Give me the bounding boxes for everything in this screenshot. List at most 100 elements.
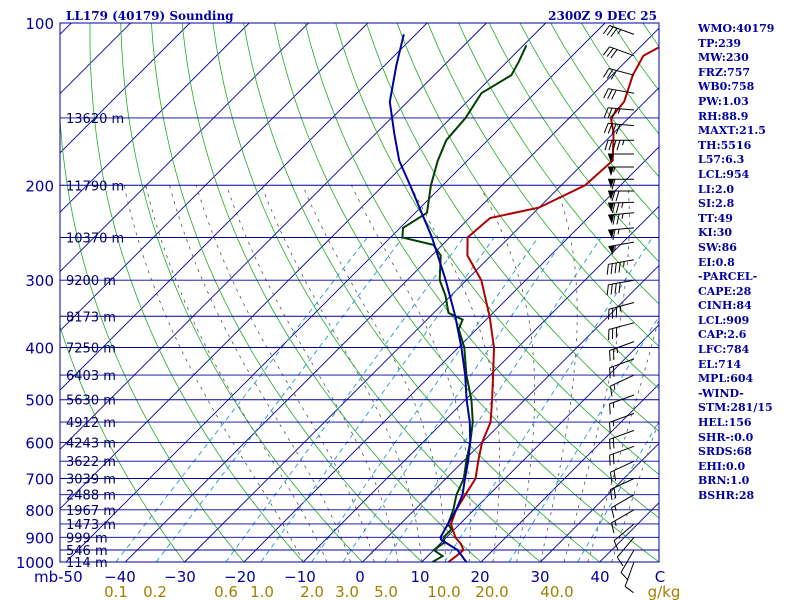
- mixing-ratio-label: 0.6: [214, 583, 238, 600]
- wind-barb: [602, 67, 635, 80]
- temperature-tick-label: −30: [164, 568, 196, 586]
- isotherm-line: [540, 442, 659, 562]
- index-item: SW:86: [698, 240, 737, 254]
- wind-barb: [606, 259, 635, 275]
- wind-barb: [603, 88, 635, 100]
- index-item: TT:49: [698, 211, 733, 225]
- index-item: WMO:40179: [698, 22, 775, 35]
- isotherm-line: [60, 23, 250, 213]
- index-item: PW:1.03: [698, 94, 749, 108]
- wind-barb: [609, 358, 635, 379]
- isotherm-line: [60, 23, 309, 273]
- valid-time: 2300Z 9 DEC 25: [548, 9, 657, 23]
- mixing-ratio-line: [115, 237, 368, 562]
- pressure-tick-label: 100: [25, 15, 54, 33]
- index-item: TH:5516: [698, 138, 752, 152]
- index-item: -WIND-: [698, 386, 744, 400]
- pressure-tick-label: 1000: [16, 554, 54, 572]
- index-item: TP:239: [698, 36, 742, 50]
- height-label: 3039 m: [66, 473, 116, 488]
- parcel-profile: [388, 34, 472, 562]
- moist-adiabat: [261, 185, 423, 562]
- wind-barb: [609, 394, 635, 415]
- wind-barb: [608, 190, 634, 202]
- moist-adiabat: [409, 185, 500, 562]
- index-item: EHI:0.0: [698, 459, 746, 473]
- pressure-tick-label: 500: [25, 392, 54, 410]
- index-item: CINH:84: [698, 299, 752, 313]
- index-item: KI:30: [698, 226, 733, 240]
- dry-adiabat: [181, 23, 482, 562]
- mixing-ratio-label: 2.0: [300, 583, 324, 600]
- mixing-ratio-label: 1.0: [250, 583, 274, 600]
- height-label: 3622 m: [66, 455, 116, 470]
- dry-adiabat: [212, 23, 541, 562]
- mixing-ratio-line: [155, 237, 404, 562]
- isotherm-line: [65, 23, 606, 562]
- wind-barb: [603, 122, 635, 135]
- isotherm-line: [421, 324, 659, 562]
- wind-barb: [608, 227, 635, 240]
- mixing-ratio-label: 3.0: [335, 583, 359, 600]
- pressure-tick-label: 700: [25, 471, 54, 489]
- wind-barb: [609, 460, 635, 483]
- moist-adiabat: [479, 185, 536, 562]
- index-item: BRN:1.0: [698, 474, 750, 488]
- index-item: LI:2.0: [698, 182, 735, 196]
- isotherm-line: [243, 146, 659, 562]
- index-item: CAP:2.6: [698, 328, 747, 342]
- height-label: 2488 m: [66, 489, 116, 504]
- moist-adiabat: [226, 185, 399, 562]
- wind-barb: [608, 153, 634, 163]
- plot-frame: [59, 22, 660, 563]
- index-item: WB0:758: [698, 80, 755, 94]
- height-label: 11790 m: [66, 179, 124, 194]
- pressure-tick-label: 900: [25, 529, 54, 547]
- mixing-ratio-label: 20.0: [475, 583, 508, 600]
- moist-adiabat: [123, 185, 304, 562]
- height-label: 1967 m: [66, 504, 116, 519]
- height-label: 999 m: [66, 531, 108, 546]
- temperature-tick-label: C: [655, 568, 665, 586]
- temperature-profile: [447, 46, 659, 562]
- index-item: BSHR:28: [698, 489, 755, 502]
- isotherm-line: [60, 23, 191, 154]
- height-label: 7250 m: [66, 342, 116, 357]
- moist-adiabat: [169, 185, 351, 562]
- wind-barb: [616, 536, 635, 567]
- wind-barb: [602, 46, 635, 59]
- index-item: FRZ:757: [698, 65, 751, 79]
- isotherm-line: [184, 86, 659, 562]
- wind-barb: [608, 212, 635, 225]
- pressure-tick-label: 400: [25, 340, 54, 358]
- index-item: LCL:909: [698, 313, 750, 327]
- temperature-tick-label: 10: [410, 568, 429, 586]
- mixing-ratio-label: 10.0: [427, 583, 460, 600]
- wind-barb: [604, 139, 634, 151]
- mixing-ratio-line: [342, 237, 566, 562]
- index-item: EI:0.8: [698, 255, 735, 269]
- wind-barb: [609, 374, 635, 397]
- mixing-ratio-line: [311, 237, 539, 562]
- wind-barb: [624, 561, 635, 594]
- isotherm-line: [124, 27, 659, 562]
- isotherm-line: [60, 23, 428, 391]
- index-item: SHR-:0.0: [698, 430, 754, 444]
- index-item: MW:230: [698, 51, 749, 65]
- index-item: L57:6.3: [698, 153, 745, 167]
- height-label: 6403 m: [66, 369, 116, 384]
- wind-barb: [613, 523, 635, 551]
- dry-adiabat: [304, 23, 659, 519]
- dry-adiabat: [243, 23, 600, 562]
- temperature-tick-label: mb-50: [34, 568, 83, 586]
- wind-barb: [608, 322, 635, 340]
- height-label: 8173 m: [66, 310, 116, 325]
- temperature-tick-label: 40: [590, 568, 609, 586]
- isotherm-line: [60, 23, 547, 510]
- isotherm-line: [362, 264, 659, 562]
- index-item: LCL:954: [698, 167, 750, 181]
- isotherm-line: [60, 23, 369, 332]
- pressure-tick-label: 300: [25, 272, 54, 290]
- indices-panel: WMO:40179 TP:239 MW:230 FRZ:757 WB0:758 PW:1.…: [698, 22, 798, 504]
- height-label: 114 m: [66, 556, 108, 571]
